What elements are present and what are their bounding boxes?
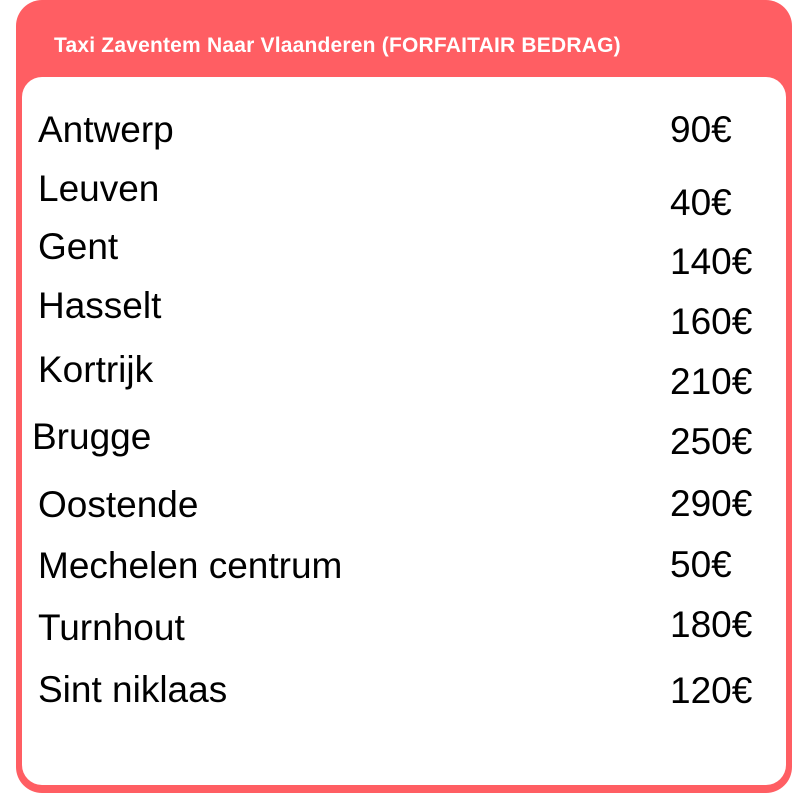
- city-name: Gent: [38, 226, 119, 267]
- city-name: Leuven: [38, 168, 160, 209]
- price-list: Antwerp 90€ Leuven 40€ Gent 140€ Hasselt 160€ Ko…: [22, 77, 786, 785]
- city-name: Kortrijk: [38, 349, 154, 390]
- price-value: 210€: [670, 361, 753, 402]
- price-value: 140€: [670, 241, 753, 282]
- price-card: Taxi Zaventem Naar Vlaanderen (FORFAITAI…: [16, 0, 792, 793]
- price-value: 180€: [670, 604, 753, 645]
- card-title: Taxi Zaventem Naar Vlaanderen (FORFAITAI…: [54, 34, 621, 57]
- city-name: Turnhout: [38, 607, 185, 648]
- price-value: 50€: [670, 544, 732, 585]
- price-value: 290€: [670, 483, 753, 524]
- price-value: 120€: [670, 670, 753, 711]
- price-value: 40€: [670, 182, 732, 223]
- price-value: 160€: [670, 301, 753, 342]
- city-name: Antwerp: [38, 109, 174, 150]
- price-value: 90€: [670, 109, 732, 150]
- city-name: Sint niklaas: [38, 669, 228, 710]
- city-name: Oostende: [38, 484, 199, 525]
- price-value: 250€: [670, 421, 753, 462]
- city-name: Brugge: [32, 416, 152, 457]
- city-name: Mechelen centrum: [38, 545, 343, 586]
- city-name: Hasselt: [38, 285, 162, 326]
